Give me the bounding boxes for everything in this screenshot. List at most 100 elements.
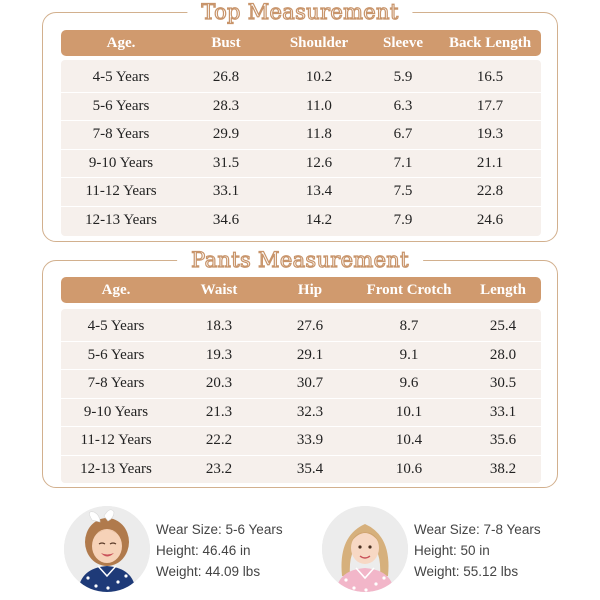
wear-size-text: Wear Size: 7-8 Years	[414, 522, 541, 537]
model-photo-navy-pajamas	[64, 506, 150, 592]
header-front-crotch: Front Crotch	[366, 281, 452, 298]
sleeve-cell: 7.5	[393, 183, 413, 200]
shoulder-cell: 10.2	[305, 69, 333, 86]
age-cell: 11-12 Years	[80, 432, 152, 449]
length-cell: 25.4	[489, 318, 517, 335]
length-cell: 38.2	[489, 461, 517, 478]
header-age: Age.	[106, 34, 136, 51]
back-length-cell: 21.1	[476, 154, 504, 171]
shoulder-cell: 12.6	[305, 154, 333, 171]
bust-cell: 26.8	[212, 69, 240, 86]
back-length-cell: 19.3	[476, 126, 504, 143]
header-shoulder: Shoulder	[289, 34, 349, 51]
child-portrait-icon	[322, 506, 408, 592]
shoulder-cell: 11.8	[306, 126, 332, 143]
front-crotch-cell: 10.6	[395, 461, 423, 478]
front-crotch-cell: 10.1	[395, 403, 423, 420]
back-length-cell: 17.7	[476, 97, 504, 114]
age-cell: 11-12 Years	[85, 183, 157, 200]
age-cell: 12-13 Years	[80, 461, 152, 478]
top-table-header: Age. Bust Shoulder Sleeve Back Length	[61, 30, 541, 56]
hip-cell: 32.3	[296, 403, 324, 420]
age-cell: 5-6 Years	[87, 346, 145, 363]
top-measurement-panel: Top Measurement Age. Bust Shoulder Sleev…	[42, 0, 558, 242]
age-cell: 5-6 Years	[92, 97, 150, 114]
front-crotch-cell: 9.6	[399, 375, 419, 392]
table-row: 5-6 Years 28.3 11.0 6.3 17.7	[61, 93, 541, 121]
back-length-cell: 24.6	[476, 212, 504, 229]
table-row: 7-8 Years 20.3 30.7 9.6 30.5	[61, 370, 541, 399]
sleeve-cell: 6.3	[393, 97, 413, 114]
pants-table-body: 4-5 Years 18.3 27.6 8.7 25.4 5-6 Years 1…	[61, 309, 541, 483]
header-back-length: Back Length	[448, 34, 532, 51]
bust-cell: 31.5	[212, 154, 240, 171]
model-photo-pink-pajamas	[322, 506, 408, 592]
front-crotch-cell: 9.1	[399, 346, 419, 363]
model-card-2: Wear Size: 7-8 Years Height: 50 in Weigh…	[322, 506, 541, 596]
table-row: 11-12 Years 22.2 33.9 10.4 35.6	[61, 427, 541, 456]
sleeve-cell: 7.9	[393, 212, 413, 229]
weight-text: Weight: 55.12 lbs	[414, 564, 519, 579]
length-cell: 35.6	[489, 432, 517, 449]
table-row: 4-5 Years 18.3 27.6 8.7 25.4	[61, 313, 541, 342]
waist-cell: 18.3	[205, 318, 233, 335]
header-bust: Bust	[211, 34, 241, 51]
hip-cell: 29.1	[296, 346, 324, 363]
pants-measurement-panel: Pants Measurement Age. Waist Hip Front C…	[42, 247, 558, 488]
table-row: 11-12 Years 33.1 13.4 7.5 22.8	[61, 178, 541, 207]
header-sleeve: Sleeve	[383, 34, 423, 51]
table-row: 9-10 Years 31.5 12.6 7.1 21.1	[61, 150, 541, 178]
age-cell: 4-5 Years	[87, 318, 145, 335]
wear-size-text: Wear Size: 5-6 Years	[156, 522, 283, 537]
height-text: Height: 50 in	[414, 543, 490, 558]
age-cell: 7-8 Years	[87, 375, 145, 392]
age-cell: 7-8 Years	[92, 126, 150, 143]
sleeve-cell: 6.7	[393, 126, 413, 143]
hip-cell: 27.6	[296, 318, 324, 335]
pants-table-header: Age. Waist Hip Front Crotch Length	[61, 277, 541, 303]
table-row: 5-6 Years 19.3 29.1 9.1 28.0	[61, 342, 541, 370]
bust-cell: 29.9	[212, 126, 240, 143]
top-table-body: 4-5 Years 26.8 10.2 5.9 16.5 5-6 Years 2…	[61, 60, 541, 236]
length-cell: 33.1	[489, 403, 517, 420]
age-cell: 9-10 Years	[83, 403, 149, 420]
back-length-cell: 16.5	[476, 69, 504, 86]
length-cell: 30.5	[489, 375, 517, 392]
front-crotch-cell: 10.4	[395, 432, 423, 449]
shoulder-cell: 11.0	[306, 97, 332, 114]
waist-cell: 21.3	[205, 403, 233, 420]
pants-measurement-title: Pants Measurement	[177, 247, 423, 273]
header-length: Length	[480, 281, 526, 298]
height-text: Height: 46.46 in	[156, 543, 251, 558]
bust-cell: 28.3	[212, 97, 240, 114]
model-info-1: Wear Size: 5-6 Years Height: 46.46 in We…	[156, 519, 283, 582]
sleeve-cell: 7.1	[393, 154, 413, 171]
child-portrait-icon	[64, 506, 150, 592]
top-measurement-title: Top Measurement	[187, 0, 413, 25]
header-hip: Hip	[297, 281, 323, 298]
weight-text: Weight: 44.09 lbs	[156, 564, 261, 579]
front-crotch-cell: 8.7	[399, 318, 419, 335]
bust-cell: 33.1	[212, 183, 240, 200]
table-row: 7-8 Years 29.9 11.8 6.7 19.3	[61, 121, 541, 150]
table-row: 4-5 Years 26.8 10.2 5.9 16.5	[61, 64, 541, 93]
age-cell: 12-13 Years	[85, 212, 157, 229]
table-row: 12-13 Years 23.2 35.4 10.6 38.2	[61, 456, 541, 485]
sleeve-cell: 5.9	[393, 69, 413, 86]
waist-cell: 23.2	[205, 461, 233, 478]
length-cell: 28.0	[489, 346, 517, 363]
hip-cell: 30.7	[296, 375, 324, 392]
header-waist: Waist	[200, 281, 238, 298]
header-age: Age.	[101, 281, 131, 298]
table-row: 12-13 Years 34.6 14.2 7.9 24.6	[61, 207, 541, 236]
waist-cell: 20.3	[205, 375, 233, 392]
shoulder-cell: 14.2	[305, 212, 333, 229]
model-info-2: Wear Size: 7-8 Years Height: 50 in Weigh…	[414, 519, 541, 582]
age-cell: 9-10 Years	[88, 154, 154, 171]
bust-cell: 34.6	[212, 212, 240, 229]
age-cell: 4-5 Years	[92, 69, 150, 86]
waist-cell: 19.3	[205, 346, 233, 363]
hip-cell: 33.9	[296, 432, 324, 449]
waist-cell: 22.2	[205, 432, 233, 449]
table-row: 9-10 Years 21.3 32.3 10.1 33.1	[61, 399, 541, 427]
